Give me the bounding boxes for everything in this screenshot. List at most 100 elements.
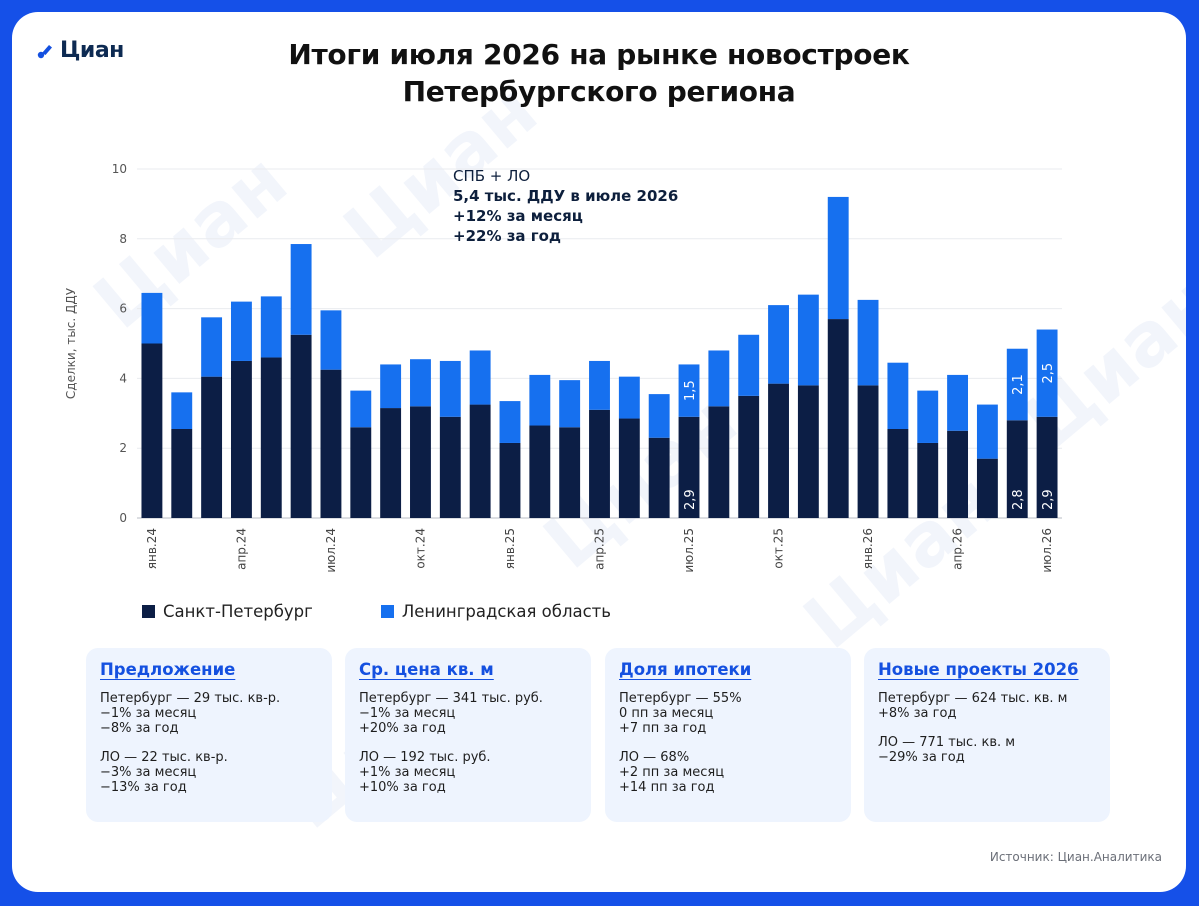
x-tick-label: июл.25 (682, 528, 696, 573)
panel-group-spb: Петербург — 55% 0 пп за месяц +7 пп за г… (619, 691, 837, 736)
stat-line: +10% за год (359, 780, 446, 795)
bar-lo (171, 392, 193, 430)
panel-group-lo: ЛО — 771 тыс. кв. м −29% за год (878, 735, 1096, 765)
data-label-spb: 2,9 (1041, 489, 1056, 510)
bar-lo (917, 390, 939, 443)
bar-lo (976, 404, 998, 459)
legend-label-spb: Санкт-Петербург (163, 602, 313, 621)
panel-group-spb: Петербург — 29 тыс. кв-р. −1% за месяц −… (100, 691, 318, 736)
bar-spb (260, 357, 282, 518)
bar-lo (350, 390, 372, 428)
bar-spb (887, 429, 909, 518)
bar-spb (1036, 416, 1058, 518)
y-tick-label: 4 (119, 371, 127, 385)
x-tick-label: окт.24 (413, 528, 427, 569)
source-note: Источник: Циан.Аналитика (989, 850, 1162, 864)
stat-line: −1% за месяц (359, 706, 456, 721)
bar-spb (797, 385, 819, 518)
panel-group-spb: Петербург — 341 тыс. руб. −1% за месяц +… (359, 691, 577, 736)
bar-lo (290, 244, 312, 335)
y-axis-label: Сделки, тыс. ДДУ (64, 287, 78, 399)
panel-price: Ср. цена кв. м Петербург — 341 тыс. руб.… (345, 648, 591, 822)
chart-legend: Санкт-Петербург Ленинградская область (142, 602, 611, 621)
y-tick-label: 6 (119, 302, 127, 316)
stat-line: ЛО — 192 тыс. руб. (359, 750, 491, 765)
bar-spb (469, 404, 491, 518)
callout-line-3: +12% за месяц (453, 207, 583, 225)
data-label-lo: 1,5 (683, 380, 698, 401)
bar-lo (439, 360, 461, 417)
y-tick-label: 0 (119, 511, 127, 525)
x-tick-label: янв.24 (145, 528, 159, 569)
x-tick-label: янв.25 (503, 528, 517, 569)
title-line-2: Петербургского региона (402, 75, 796, 108)
panel-mortgage: Доля ипотеки Петербург — 55% 0 пп за мес… (605, 648, 851, 822)
bar-lo (738, 334, 760, 396)
bar-lo (857, 299, 879, 386)
panel-new-projects: Новые проекты 2026 Петербург — 624 тыс. … (864, 648, 1110, 822)
stat-line: +7 пп за год (619, 721, 707, 736)
stat-line: Петербург — 624 тыс. кв. м (878, 691, 1068, 706)
y-tick-label: 8 (119, 232, 127, 246)
bar-lo (201, 317, 223, 377)
bar-spb (947, 430, 969, 518)
x-tick-label: июл.26 (1040, 528, 1054, 573)
logo-text: Циан (60, 38, 124, 63)
bars (141, 196, 1058, 518)
legend-swatch-spb (142, 605, 155, 618)
callout-line-4: +22% за год (453, 227, 562, 245)
data-label-lo: 2,1 (1011, 374, 1026, 395)
cian-logo: Циан (36, 38, 124, 63)
bar-spb (827, 319, 849, 518)
stat-line: Петербург — 341 тыс. руб. (359, 691, 543, 706)
bar-lo (141, 292, 163, 344)
legend-item-lo: Ленинградская область (380, 602, 611, 621)
bar-lo (230, 301, 252, 361)
bar-spb (529, 425, 551, 518)
bar-lo (648, 394, 670, 438)
stat-line: −3% за месяц (100, 765, 197, 780)
bar-spb (589, 409, 610, 518)
stat-line: −29% за год (878, 750, 965, 765)
panel-group-lo: ЛО — 68% +2 пп за месяц +14 пп за год (619, 750, 837, 795)
stat-line: +1% за месяц (359, 765, 456, 780)
bar-lo (947, 374, 969, 431)
bar-spb (559, 427, 581, 518)
bar-lo (1036, 329, 1058, 417)
title-line-1: Итоги июля 2026 на рынке новостроек (288, 38, 910, 71)
stat-line: ЛО — 771 тыс. кв. м (878, 735, 1016, 750)
stat-line: ЛО — 22 тыс. кв-р. (100, 750, 228, 765)
panel-group-lo: ЛО — 22 тыс. кв-р. −3% за месяц −13% за … (100, 750, 318, 795)
bar-lo (410, 359, 431, 407)
bar-spb (380, 408, 402, 518)
legend-swatch-lo (380, 605, 394, 618)
bar-lo (380, 364, 402, 409)
bar-spb (141, 343, 163, 518)
stat-line: 0 пп за месяц (619, 706, 714, 721)
bar-spb (738, 395, 760, 518)
panel-title: Предложение (100, 660, 236, 679)
bar-spb (290, 334, 312, 518)
panel-title: Доля ипотеки (619, 660, 752, 679)
stat-line: +20% за год (359, 721, 446, 736)
panel-group-spb: Петербург — 624 тыс. кв. м +8% за год (878, 691, 1096, 721)
bar-spb (768, 383, 789, 518)
panel-title: Ср. цена кв. м (359, 660, 494, 679)
data-label-spb: 2,9 (683, 489, 698, 510)
y-tick-label: 10 (112, 162, 127, 176)
bar-spb (708, 406, 730, 518)
bar-spb (201, 376, 223, 518)
bar-spb (230, 360, 252, 518)
page-title: Итоги июля 2026 на рынке новостроек Пете… (12, 36, 1186, 110)
stat-line: +8% за год (878, 706, 957, 721)
stacked-bar-chart: 0 2 4 6 8 10 Сделки, тыс. ДДУ янв.24 апр.24 июл.2… (64, 162, 1062, 573)
stat-line: −13% за год (100, 780, 187, 795)
panel-offer: Предложение Петербург — 29 тыс. кв-р. −1… (86, 648, 332, 822)
stat-line: Петербург — 55% (619, 691, 742, 706)
x-tick-label: апр.25 (593, 528, 607, 570)
legend-item-spb: Санкт-Петербург (142, 602, 313, 621)
y-tick-label: 2 (119, 441, 127, 455)
bar-spb (678, 416, 700, 518)
bar-lo (618, 376, 640, 419)
bar-lo (469, 350, 491, 405)
